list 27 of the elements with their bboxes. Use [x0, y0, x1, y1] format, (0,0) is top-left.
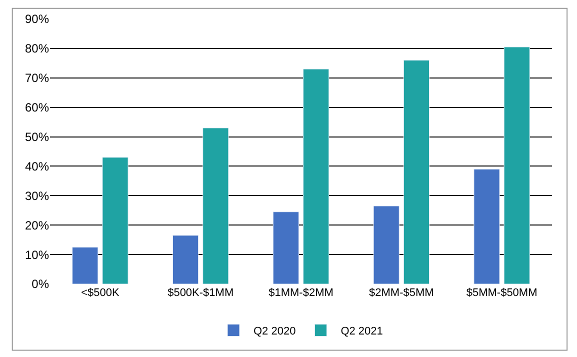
- x-tick-label: $5MM-$50MM: [466, 287, 538, 299]
- x-tick-label: $500K-$1MM: [168, 287, 234, 299]
- bar: [474, 168, 500, 284]
- bar: [373, 206, 400, 284]
- y-tick-label: 30%: [24, 188, 50, 203]
- bar: [172, 235, 199, 284]
- y-tick-label: 0%: [32, 277, 50, 292]
- x-tick-label: $1MM-$2MM: [268, 287, 334, 299]
- y-tick-label: 50%: [24, 130, 50, 144]
- x-tick-label: $2MM-$5MM: [369, 287, 434, 299]
- bar: [72, 246, 98, 284]
- bar: [202, 128, 229, 284]
- legend-label: Q2 2020: [254, 326, 296, 338]
- y-tick-label: 20%: [24, 218, 50, 232]
- y-tick-label: 80%: [24, 42, 50, 56]
- bar: [403, 60, 430, 284]
- bar: [303, 68, 330, 284]
- y-tick-label: 70%: [24, 71, 50, 86]
- bar: [504, 46, 530, 284]
- y-tick-label: 60%: [24, 100, 50, 115]
- y-tick-label: 90%: [24, 12, 50, 26]
- x-tick-label: <$500K: [81, 287, 120, 299]
- bar: [272, 212, 299, 284]
- y-tick-label: 10%: [24, 248, 50, 262]
- legend-label: Q2 2021: [340, 326, 383, 338]
- bar: [102, 157, 128, 284]
- y-tick-label: 40%: [24, 159, 50, 174]
